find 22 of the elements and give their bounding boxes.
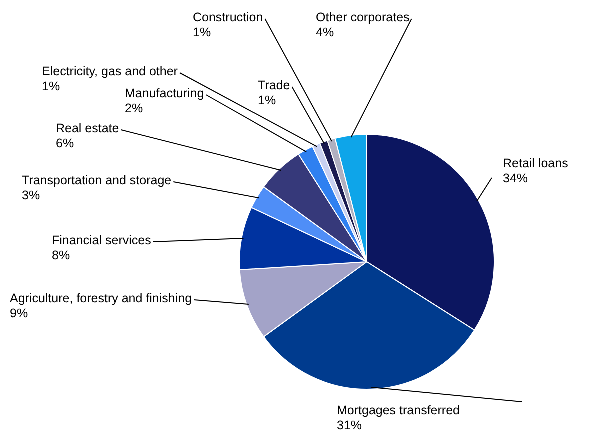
data-label: 1%: [258, 94, 276, 108]
slice-label: Real estate: [56, 122, 120, 136]
data-label: 1%: [193, 26, 212, 40]
slice-label: Construction: [193, 10, 264, 25]
slice-label: Transportation and storage: [22, 174, 172, 188]
slice-label: Mortgages transferred: [337, 404, 460, 418]
slice-label: Agriculture, forestry and finishing: [10, 292, 192, 306]
slice-label: Electricity, gas and other: [42, 64, 178, 79]
slice-label: Retail loans: [503, 156, 568, 171]
data-label: 8%: [52, 248, 70, 263]
data-label: 34%: [503, 172, 528, 186]
data-label: 3%: [22, 188, 40, 203]
slice-label: Other corporates: [316, 10, 410, 25]
data-label: 1%: [42, 80, 60, 94]
slice-label: Financial services: [52, 234, 152, 248]
data-label: 31%: [337, 418, 362, 433]
slice-label: Manufacturing: [125, 86, 204, 101]
data-label: 6%: [56, 136, 74, 151]
data-label: 2%: [125, 102, 144, 116]
data-label: 4%: [316, 26, 334, 40]
slice-label: Trade: [258, 78, 290, 93]
data-label: 9%: [10, 306, 28, 321]
